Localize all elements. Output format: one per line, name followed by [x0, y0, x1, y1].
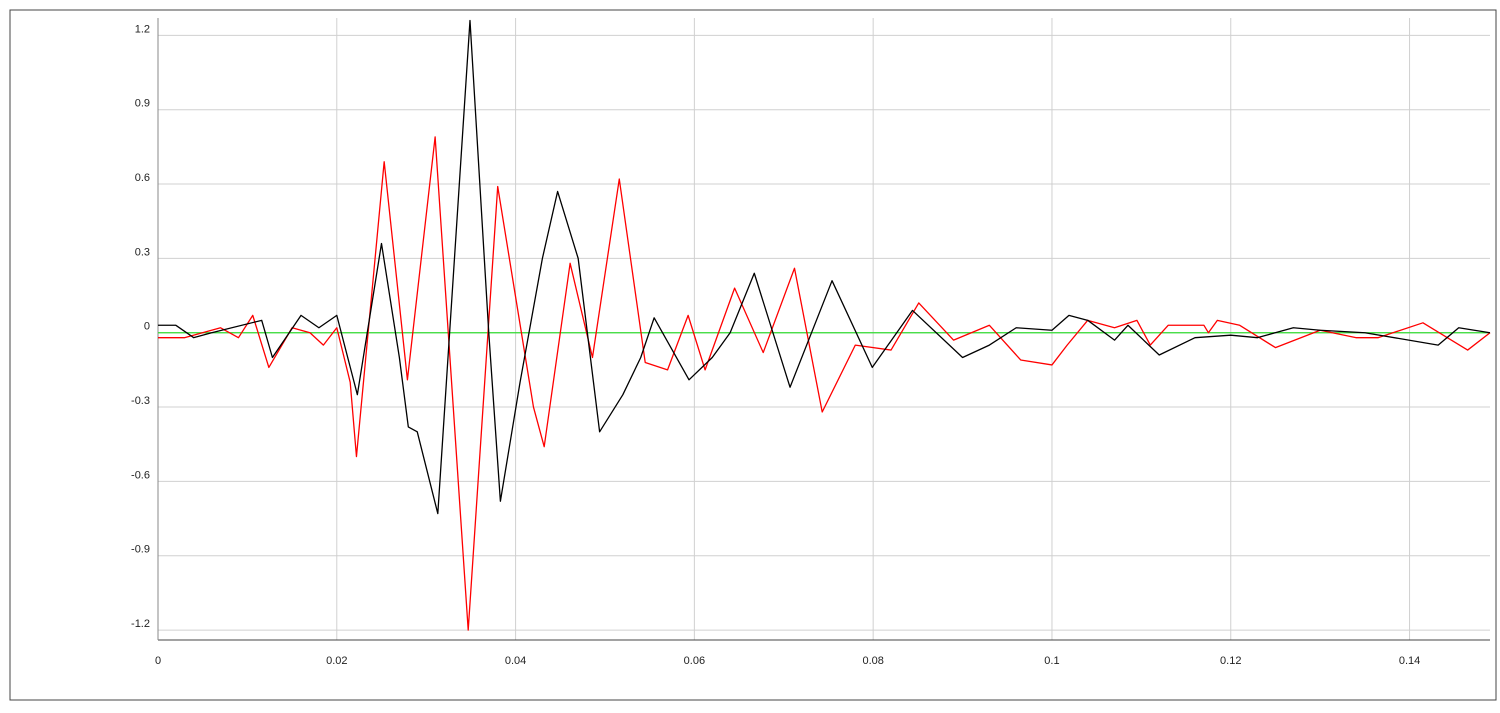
- x-tick-label: 0.1: [1044, 655, 1059, 667]
- y-tick-label: 1.2: [135, 23, 150, 35]
- frame: [9, 9, 1497, 701]
- y-tick-label: -0.9: [131, 544, 150, 556]
- y-tick-label: 0.3: [135, 246, 150, 258]
- x-tick-label: 0.06: [684, 655, 705, 667]
- data-line: [158, 19, 1491, 515]
- x-tick-label: 0: [155, 655, 161, 667]
- data-line: [158, 136, 1491, 631]
- y-tick-label: 0.6: [135, 172, 150, 184]
- x-tick-label: 0.08: [862, 655, 883, 667]
- x-tick-label: 0.02: [326, 655, 347, 667]
- y-tick-label: -1.2: [131, 618, 150, 630]
- x-tick-label: 0.12: [1220, 655, 1241, 667]
- x-tick-label: 0.04: [505, 655, 526, 667]
- x-tick-label: 0.14: [1399, 655, 1420, 667]
- y-tick-label: -0.3: [131, 395, 150, 407]
- y-tick-label: -0.6: [131, 469, 150, 481]
- y-tick-label: 0: [144, 321, 150, 333]
- y-tick-label: 0.9: [135, 98, 150, 110]
